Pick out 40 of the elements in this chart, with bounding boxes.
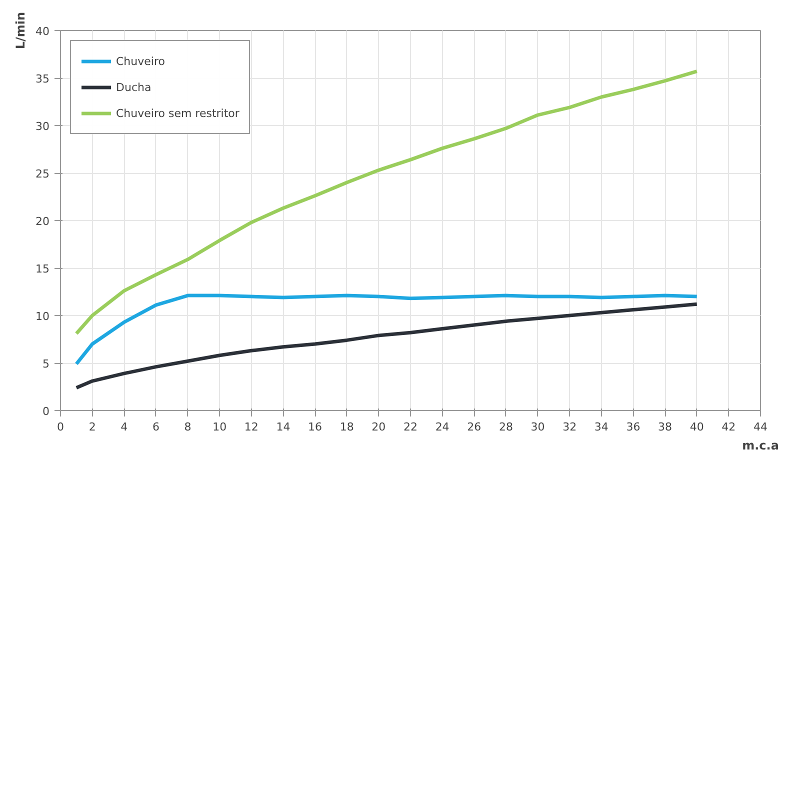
x-tick-label: 28 [498,420,513,434]
y-tick-label: 20 [36,215,50,228]
y-tick-label: 10 [36,310,50,323]
x-tick-label: 24 [435,420,450,434]
x-tick-label: 32 [562,420,577,434]
x-tick-label: 14 [276,420,290,434]
x-tick-label: 10 [212,420,227,434]
y-tick-label: 25 [36,168,50,180]
x-tick-label: 2 [88,420,96,434]
x-tick-label: 30 [530,420,545,434]
x-tick-label: 6 [152,420,160,434]
x-tick-label: 36 [626,420,640,434]
x-tick-label: 44 [754,420,768,434]
legend-label: Chuveiro [116,54,165,68]
x-tick-label: 26 [467,420,482,434]
x-tick-label: 4 [120,420,128,434]
y-tick-label: 5 [42,358,50,370]
y-tick-label: 35 [36,72,50,86]
legend-label: Ducha [116,80,152,94]
x-tick-label: 38 [658,420,672,434]
x-tick-label: 12 [244,420,258,434]
y-tick-label: 40 [36,25,50,38]
x-tick-label: 42 [722,420,736,434]
y-tick-label: 30 [36,120,50,133]
x-tick-label: 22 [404,420,418,434]
y-tick-label: 15 [36,262,50,276]
line-series [74,70,699,336]
y-tick-label: 0 [42,405,50,418]
x-axis-title: m.c.a [742,438,779,452]
x-tick-label: 8 [184,420,192,434]
x-tick-label: 18 [340,420,354,434]
x-tick-label: 20 [372,420,386,434]
y-axis-title: L/min [14,12,28,50]
x-tick-label: 40 [690,420,704,434]
x-tick-label: 16 [308,420,322,434]
x-tick-label: 0 [57,420,64,434]
line-series [74,302,699,390]
x-tick-label: 34 [594,420,608,434]
line-series [74,294,699,366]
legend-label: Chuveiro sem restritor [116,106,240,120]
